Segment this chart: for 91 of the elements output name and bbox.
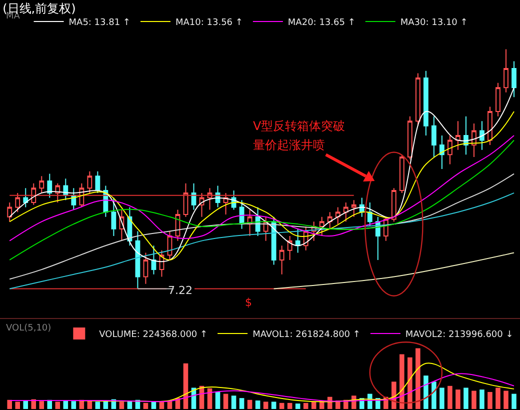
bar — [39, 401, 44, 409]
candlestick — [223, 192, 228, 215]
legend-title: MA — [6, 12, 21, 22]
bar — [504, 390, 508, 409]
bar — [255, 400, 260, 409]
candlestick — [87, 170, 92, 194]
bar — [231, 396, 236, 409]
bar — [239, 398, 244, 409]
bar — [55, 402, 60, 409]
bar — [472, 390, 476, 409]
bar — [416, 348, 420, 409]
bar — [223, 394, 228, 409]
candlestick — [367, 202, 372, 227]
candlestick — [135, 230, 140, 290]
candlestick — [480, 120, 484, 150]
bar — [295, 404, 300, 409]
candlestick — [504, 48, 508, 93]
candlestick — [39, 176, 44, 194]
bar — [143, 402, 148, 409]
candlestick — [512, 60, 516, 98]
candlestick — [279, 245, 284, 275]
bar — [271, 402, 276, 409]
candlestick — [447, 134, 452, 165]
bar — [151, 402, 156, 409]
candlestick — [55, 182, 60, 204]
bar — [7, 400, 12, 409]
bar — [448, 386, 452, 409]
candlestick — [351, 200, 356, 218]
bar — [488, 392, 492, 409]
annotation: 7.22 — [168, 284, 192, 297]
candlestick — [327, 212, 332, 230]
candlestick — [455, 120, 460, 150]
bar — [119, 402, 124, 409]
candlestick — [431, 116, 436, 158]
candlestick — [23, 188, 28, 208]
candlestick — [472, 123, 476, 158]
text: $ — [245, 296, 252, 309]
candlestick — [343, 202, 348, 222]
bar — [512, 394, 516, 409]
annotation: V型反转箱体突破 — [253, 119, 346, 133]
candlestick — [151, 245, 156, 275]
candlestick — [7, 202, 12, 222]
candlestick — [423, 70, 428, 136]
bar — [71, 401, 76, 409]
legend-title: VOL(5,10) — [6, 324, 52, 334]
bar — [432, 382, 436, 409]
candlestick — [15, 192, 20, 213]
candlestick — [415, 72, 420, 126]
bar — [408, 357, 412, 409]
candlestick — [47, 173, 52, 198]
bar — [311, 402, 316, 409]
bar — [263, 402, 268, 409]
candlestick — [335, 206, 340, 225]
candlestick — [407, 116, 412, 160]
bar — [215, 392, 220, 409]
candlestick — [143, 252, 148, 284]
bar — [23, 400, 28, 409]
candlestick — [295, 228, 300, 254]
bar — [15, 402, 20, 409]
candlestick — [191, 182, 196, 210]
candlestick — [287, 236, 292, 260]
legend-label: MA5: 13.81 ↑ — [68, 18, 130, 28]
legend-label: MAVOL2: 213996.600 ↓ — [405, 330, 514, 340]
bar — [287, 402, 292, 409]
candlestick — [207, 188, 212, 210]
candlestick — [391, 188, 396, 222]
bar — [424, 376, 428, 409]
candlestick — [399, 154, 404, 194]
bar — [456, 390, 460, 409]
candlestick — [496, 82, 500, 117]
bar — [496, 388, 500, 409]
bar — [303, 402, 308, 409]
bar — [440, 388, 444, 409]
bar — [480, 390, 484, 409]
legend-label: MAVOL1: 261824.800 ↑ — [252, 330, 360, 340]
bar — [464, 388, 468, 409]
candlestick — [488, 106, 492, 146]
candlestick — [111, 197, 116, 237]
candlestick — [439, 134, 444, 170]
legend-label: VOLUME: 224368.000 ↑ — [99, 330, 208, 340]
annotation: 量价起涨井喷 — [253, 138, 325, 152]
candlestick — [95, 170, 100, 194]
candlestick — [183, 182, 188, 218]
bar — [400, 354, 404, 409]
candlestick — [319, 216, 324, 237]
bar — [95, 402, 100, 409]
bar — [247, 400, 252, 409]
legend-label: MA20: 13.65 ↑ — [288, 18, 356, 28]
legend-label: MA30: 13.10 ↑ — [400, 18, 468, 28]
bar — [279, 402, 284, 409]
legend-label: MA10: 13.56 ↑ — [175, 18, 243, 28]
